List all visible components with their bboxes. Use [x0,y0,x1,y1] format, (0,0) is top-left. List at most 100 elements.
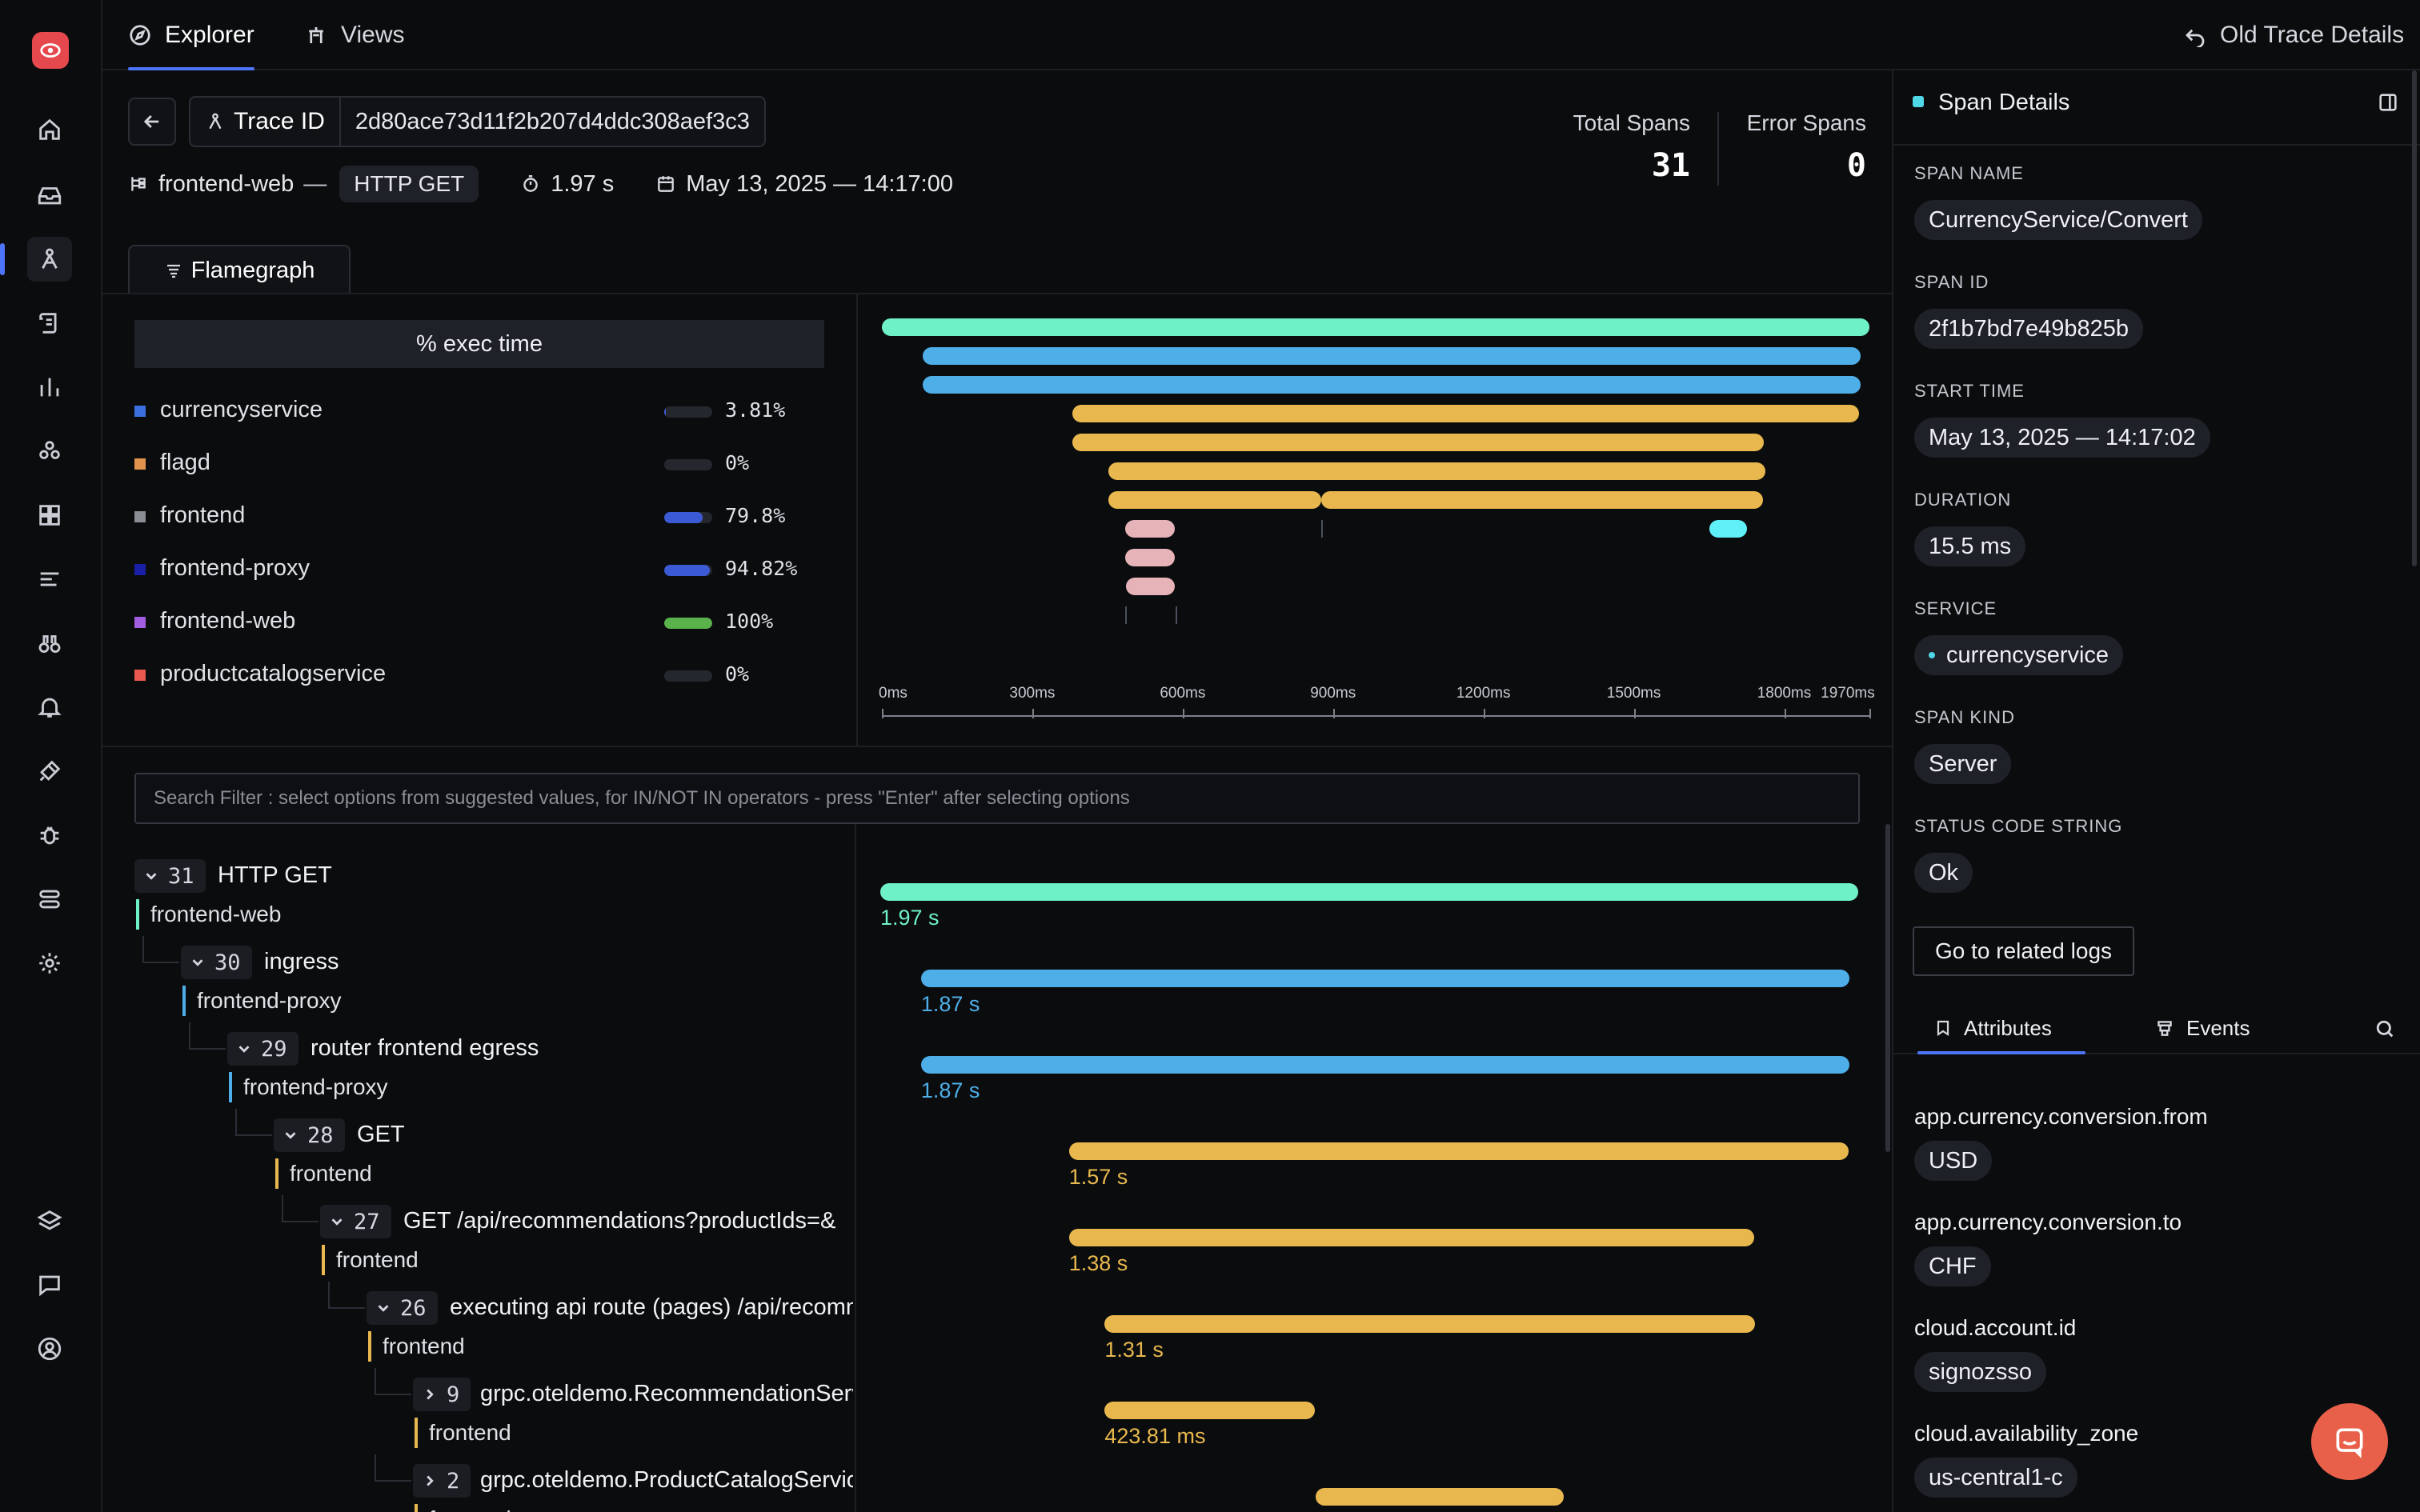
tree-guide-line [142,936,144,963]
span-tree-row[interactable]: 28 GET frontend [274,1118,853,1198]
signoz-logo-icon[interactable] [32,32,69,69]
collapse-span-toggle[interactable]: 26 [367,1291,438,1325]
attribute-key: cloud.account.id [1914,1315,2077,1340]
axis-tick-label: 0ms [879,685,908,702]
span-service-name: frontend-proxy [182,986,342,1016]
flamegraph-span-bar[interactable] [1124,549,1176,566]
axis-tick [1633,709,1636,718]
axis-tick-label: 900ms [1310,685,1356,702]
home-icon[interactable] [27,107,72,152]
integrations-icon[interactable] [27,749,72,794]
tree-guide-line [189,1048,226,1050]
flamegraph-span-bar[interactable] [1108,491,1321,509]
span-tree-row[interactable]: 29 router frontend egress frontend-proxy [227,1032,853,1112]
expand-span-toggle[interactable]: 9 [413,1378,471,1411]
collapse-span-toggle[interactable]: 27 [320,1205,391,1238]
flamegraph-span-bar[interactable] [923,376,1861,394]
collapse-span-toggle[interactable]: 31 [134,859,206,893]
waterfall-span-bar[interactable] [1068,1229,1754,1246]
flamegraph-span-bar[interactable] [882,318,1869,336]
legend-percentage: 79.8% [725,504,786,527]
service-dot [1929,652,1935,658]
total-spans-value: 31 [1651,147,1690,184]
axis-tick-label: 1200ms [1456,685,1511,702]
trace-meta-row: frontend-web — HTTP GET 1.97 s May 13, 2… [128,165,953,203]
axis-tick-label: 1800ms [1757,685,1812,702]
back-button[interactable] [128,98,176,146]
chat-icon[interactable] [27,1262,72,1307]
start-time-label: START TIME [1914,381,2025,401]
flamegraph-span-bar[interactable] [1126,578,1176,595]
span-tree-row[interactable]: 27 GET /api/recommendations?productIds=& f… [320,1205,853,1285]
pipelines-icon[interactable] [27,877,72,922]
flamegraph-span-bar[interactable] [1072,434,1765,451]
flamegraph-span-marker[interactable] [1321,520,1324,538]
tab-explorer[interactable]: Explorer [128,0,254,70]
layers-icon[interactable] [27,1198,72,1243]
waterfall-span-bar[interactable] [920,970,1849,987]
logs-icon[interactable] [27,301,72,346]
services-icon[interactable] [27,173,72,218]
collapse-panel-icon[interactable] [2377,91,2401,115]
dashboards-icon[interactable] [27,493,72,538]
waterfall-span-bar[interactable] [1068,1142,1849,1160]
flamegraph-span-marker[interactable] [1124,606,1127,624]
axis-tick [1784,709,1786,718]
collapse-span-toggle[interactable]: 30 [181,946,252,979]
user-account-icon[interactable] [27,1326,72,1371]
old-trace-details-link[interactable]: Old Trace Details [2183,0,2404,70]
span-search-input[interactable] [134,773,1860,824]
details-tabs [1893,1002,2420,1054]
span-tree-row[interactable]: 2 grpc.oteldemo.ProductCatalogService/Get… [413,1464,853,1512]
expand-span-toggle[interactable]: 2 [413,1464,471,1498]
tree-guide-line [375,1394,411,1395]
exceptions-icon[interactable] [27,621,72,666]
waterfall-span-bar[interactable] [1104,1402,1316,1419]
waterfall-span-bar[interactable] [920,1056,1849,1074]
collapse-span-toggle[interactable]: 29 [227,1032,298,1066]
collapse-span-toggle[interactable]: 28 [274,1118,345,1152]
span-tree-row[interactable]: 26 executing api route (pages) /api/recom… [367,1291,853,1371]
flamegraph-span-bar[interactable] [1108,462,1765,480]
search-attributes-icon[interactable] [2374,1018,2398,1042]
flamegraph-span-bar[interactable] [1709,520,1747,538]
legend-bar-fill [664,512,703,523]
flamegraph-span-bar[interactable] [1124,520,1176,538]
waterfall-span-bar[interactable] [880,883,1858,901]
axis-tick-label: 300ms [1009,685,1056,702]
settings-gear-icon[interactable] [27,941,72,986]
waterfall-scrollbar[interactable] [1885,824,1890,1152]
chat-support-button[interactable] [2311,1403,2388,1480]
tab-events[interactable]: Events [2154,1002,2298,1054]
span-tree-row[interactable]: 30 ingress frontend-proxy [181,946,853,1026]
legend-percentage: 100% [725,610,774,633]
metrics-icon[interactable] [27,365,72,410]
arrow-left-icon [143,115,159,128]
total-spans-label: Total Spans [1573,110,1690,135]
messaging-queues-icon[interactable] [27,557,72,602]
tree-guide-line [328,1282,330,1309]
alerts-icon[interactable] [27,685,72,730]
waterfall-span-duration: 1.97 s [880,906,940,930]
traces-icon[interactable] [0,237,72,282]
flamegraph-span-marker[interactable] [1176,606,1178,624]
legend-service-name: currencyservice [160,397,323,422]
waterfall-span-bar[interactable] [1316,1488,1565,1506]
waterfall-span-bar[interactable] [1104,1315,1755,1333]
infrastructure-icon[interactable] [27,429,72,474]
flamegraph-span-bar[interactable] [1321,491,1763,509]
flamegraph-span-bar[interactable] [923,347,1861,365]
tab-views[interactable]: Views [304,0,404,70]
trace-id-value[interactable]: 2d80ace73d11f2b207d4ddc308aef3c3 [355,108,750,134]
go-to-related-logs-button[interactable]: Go to related logs [1913,926,2135,976]
span-tree-row[interactable]: 9 grpc.oteldemo.RecommendationService/Lis… [413,1378,853,1458]
flamegraph-span-bar[interactable] [1072,405,1860,422]
bookmark-icon [1937,1020,1949,1037]
details-scrollbar[interactable] [2412,70,2417,566]
tree-guide-line [235,1134,272,1136]
tab-flamegraph[interactable]: Flamegraph [128,245,351,294]
legend-service-name: frontend-proxy [160,555,310,581]
bug-icon[interactable] [27,813,72,858]
tab-attributes[interactable]: Attributes [1917,1002,2085,1054]
span-tree-row[interactable]: 31 HTTP GET frontend-web [134,859,853,939]
